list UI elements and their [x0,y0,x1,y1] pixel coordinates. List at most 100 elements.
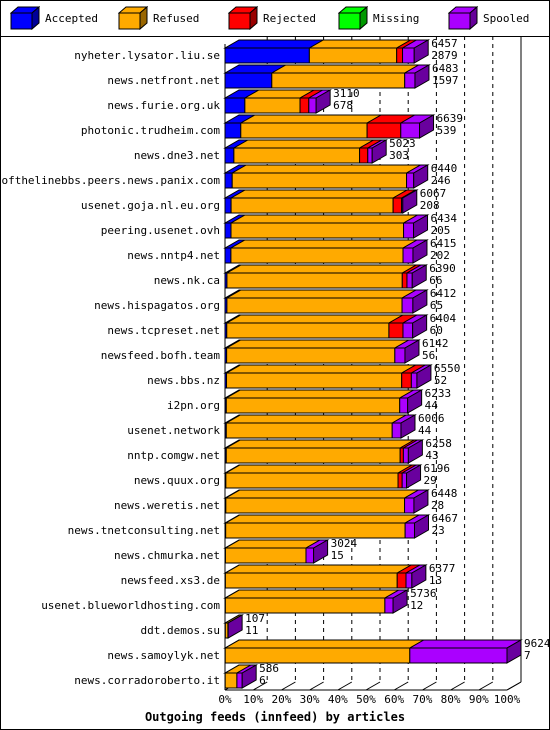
bar-segment-top-refused [307,39,413,49]
category-label: news.tnetconsulting.net [68,524,220,537]
bar-end-face [407,389,423,414]
bar-end-face [411,264,427,289]
bar-end-face [404,339,420,364]
bar-segment-top-refused [224,364,418,374]
bar-end-face [400,414,416,439]
bar-segment-accepted [224,47,310,64]
accepted-value-label: 29 [424,474,437,487]
bar-segment-refused [230,197,394,214]
bar-segment-spooled [305,547,315,564]
bar-end-face [392,589,408,614]
bar-end-face [407,439,423,464]
category-label: i2pn.org [167,399,220,412]
bar-segment-accepted [224,72,273,89]
total-value-label: 6258 [425,437,452,450]
category-label: news.bbs.nz [147,374,220,387]
bar-segment-top-refused [224,339,411,349]
x-tick-label: 50% [356,693,376,706]
bar-end-face [315,89,331,114]
x-tick-label: 0% [218,693,232,706]
legend-label-refused: Refused [153,12,200,25]
x-tick-mark [337,681,353,691]
bar-segment-spooled [406,272,413,289]
legend-swatch-missing [337,5,369,31]
bar-segment-spooled [308,97,317,114]
category-label: news.netfront.net [107,74,220,87]
bar-segment-refused [224,647,411,664]
bar-row: endofthelinebbs.peers.news.panix.com 6440… [0,162,458,189]
total-value-label: 6067 [420,187,447,200]
bar-end-face [414,64,430,89]
bar-segment-refused [308,47,398,64]
x-tick-mark [252,681,268,691]
bar-segment-top-spooled [407,639,523,649]
total-value-label: 6233 [425,387,452,400]
bar-segment-refused [225,497,406,514]
total-value-label: 6483 [432,62,459,75]
bar-segment-accepted [224,122,242,139]
category-label: news.nntp4.net [127,249,220,262]
bar-end-face [411,564,427,589]
category-label: news.dne3.net [134,149,220,162]
total-value-label: 6006 [418,412,445,425]
bar-segment-top-refused [225,264,419,274]
bar-segment-spooled [402,47,415,64]
bar-segment-refused [231,172,408,189]
category-label: news.furie.org.uk [107,99,220,112]
total-value-label: 6457 [431,37,458,50]
bar-end-face [419,114,435,139]
category-label: endofthelinebbs.peers.news.panix.com [0,174,220,187]
accepted-value-label: 13 [429,574,442,587]
accepted-value-label: 65 [430,299,443,312]
bar-segment-refused [230,247,404,264]
category-label: newsfeed.bofh.team [101,349,221,362]
category-label: peering.usenet.ovh [101,224,220,237]
bar-segment-spooled [367,147,373,164]
accepted-value-label: 15 [331,549,344,562]
accepted-value-label: 7 [524,649,531,662]
x-tick-label: 10% [243,693,263,706]
bar-segment-spooled [402,247,414,264]
bar-segment-accepted [224,197,232,214]
bar-segment-refused [226,272,403,289]
bar-end-face [413,214,429,239]
legend-label-missing: Missing [373,12,420,25]
bar-segment-top-refused [223,514,422,524]
bar-segment-rejected [401,372,412,389]
bar-segment-spooled [401,472,408,489]
bar-segment-top-refused [224,414,409,424]
total-value-label: 6142 [422,337,449,350]
bar-end-face [241,664,257,689]
bar-segment-rejected [401,272,408,289]
accepted-value-label: 28 [431,499,444,512]
bar-segment-refused [240,122,368,139]
total-value-label: 6467 [431,512,458,525]
x-tick-mark [365,681,381,691]
bar-segment-top-refused [269,64,421,74]
bar-segment-spooled [401,297,414,314]
bar-segment-refused [230,222,405,239]
category-label: newsfeed.xs3.de [121,574,220,587]
bar-segment-spooled [384,597,394,614]
accepted-value-label: 12 [410,599,423,612]
category-label: news.corradoroberto.it [74,674,220,687]
total-value-label: 6639 [437,112,464,125]
category-label: news.chmurka.net [114,549,220,562]
bar-segment-refused [225,422,393,439]
legend-label-accepted: Accepted [45,12,98,25]
x-tick-label: 80% [441,693,461,706]
accepted-value-label: 539 [437,124,457,137]
total-value-label: 6440 [431,162,458,175]
x-tick-label: 100% [494,693,521,706]
